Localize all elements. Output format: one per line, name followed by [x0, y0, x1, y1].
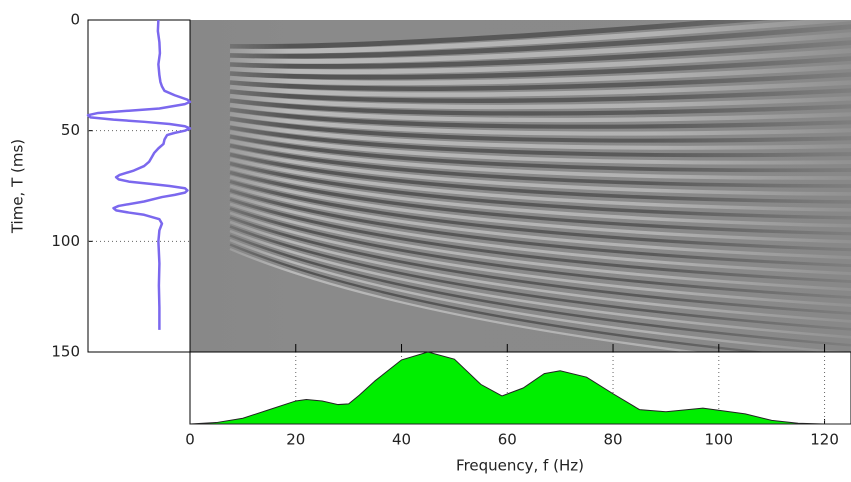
y-tick-label: 150: [51, 343, 80, 361]
x-tick-label: 40: [392, 431, 411, 449]
trace-frame: [87, 19, 191, 353]
image-fade: [190, 20, 851, 352]
x-tick-label: 0: [185, 431, 195, 449]
y-axis-title: Time, T (ms): [9, 139, 27, 234]
y-tick-label: 50: [61, 121, 80, 139]
spectrum-area: [189, 351, 851, 425]
x-tick-label: 100: [704, 431, 733, 449]
x-axis-title: Frequency, f (Hz): [456, 457, 584, 475]
trace-line: [86, 19, 192, 330]
x-tick-label: 60: [498, 431, 517, 449]
x-tick-label: 20: [286, 431, 305, 449]
spectrogram-image: [190, 20, 851, 352]
y-tick-label: 100: [51, 232, 80, 250]
x-tick-label: 120: [810, 431, 839, 449]
x-tick-label: 80: [603, 431, 622, 449]
y-tick-label: 0: [70, 11, 80, 29]
